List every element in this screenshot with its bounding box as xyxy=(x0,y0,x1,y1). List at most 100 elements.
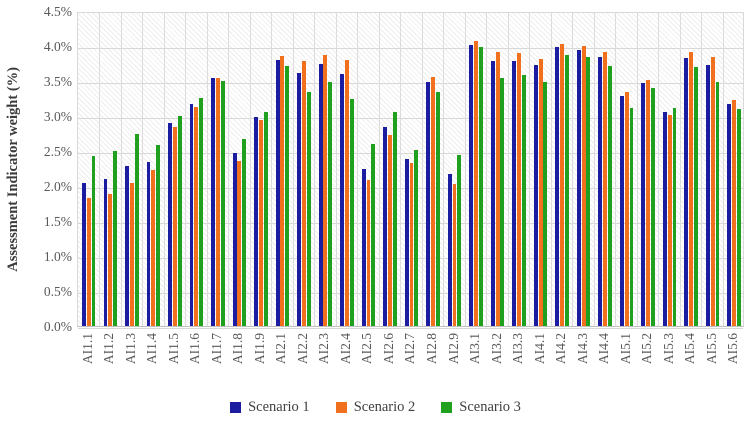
v-gridline xyxy=(400,13,402,326)
bar-scenario-2-ai2.6 xyxy=(388,134,392,326)
bar-scenario-2-ai1.5 xyxy=(172,127,177,326)
legend-label: Scenario 2 xyxy=(353,398,416,415)
x-tick-label-text: AI2.6 xyxy=(380,333,396,365)
x-tick-label: AI3.3 xyxy=(507,333,529,393)
bar-scenario-3-ai2.4 xyxy=(349,99,354,326)
bar-scenario-2-ai5.1 xyxy=(624,92,629,326)
y-tick-label: 0.5% xyxy=(43,284,72,299)
y-tick-label: 3.5% xyxy=(43,74,72,89)
bar-scenario-3-ai1.6 xyxy=(199,97,204,326)
bar-scenario-1-ai2.2 xyxy=(297,72,302,326)
legend-item-scenario-2: Scenario 2 xyxy=(335,398,416,416)
bar-scenario-3-ai5.1 xyxy=(629,108,634,326)
bar-scenario-2-ai1.2 xyxy=(108,194,113,326)
bar-scenario-1-ai4.2 xyxy=(555,47,560,326)
x-tick-label: AI1.6 xyxy=(185,333,207,393)
bar-scenario-2-ai5.5 xyxy=(710,56,715,326)
v-gridline xyxy=(185,13,187,326)
bar-scenario-2-ai1.9 xyxy=(258,119,263,326)
x-tick-label-text: AI5.1 xyxy=(617,333,633,365)
v-gridline xyxy=(99,13,101,326)
bar-scenario-3-ai2.8 xyxy=(435,91,440,326)
bar-scenario-3-ai4.4 xyxy=(607,66,612,326)
bar-scenario-2-ai1.1 xyxy=(86,197,91,326)
bar-scenario-3-ai1.8 xyxy=(242,139,247,326)
bar-scenario-2-ai2.5 xyxy=(366,180,371,326)
x-tick-label: AI5.3 xyxy=(658,333,680,393)
v-gridline xyxy=(163,13,165,326)
x-tick-label: AI1.8 xyxy=(228,333,250,393)
x-tick-label-text: AI1.8 xyxy=(230,333,246,365)
x-tick-label-text: AI5.4 xyxy=(682,333,698,365)
bar-scenario-1-ai5.5 xyxy=(705,64,710,326)
bar-scenario-1-ai1.3 xyxy=(125,165,129,326)
v-gridline xyxy=(722,13,724,326)
x-tick-label-text: AI4.4 xyxy=(596,333,612,365)
bar-scenario-3-ai1.3 xyxy=(134,134,139,326)
v-gridline xyxy=(615,13,617,326)
bar-scenario-3-ai4.1 xyxy=(543,81,548,326)
bar-scenario-2-ai5.2 xyxy=(646,80,651,326)
v-gridline xyxy=(378,13,380,326)
bar-scenario-3-ai3.3 xyxy=(521,74,526,326)
x-tick-label: AI1.9 xyxy=(249,333,271,393)
bar-scenario-3-ai4.3 xyxy=(586,57,591,326)
x-tick-label: AI4.4 xyxy=(593,333,615,393)
v-gridline xyxy=(120,13,122,326)
bar-scenario-1-ai2.3 xyxy=(318,64,323,326)
x-tick-label-text: AI1.6 xyxy=(187,333,203,365)
bar-scenario-1-ai2.8 xyxy=(426,82,431,326)
x-tick-label-text: AI5.2 xyxy=(639,333,655,365)
y-tick-label: 0.0% xyxy=(43,319,72,334)
x-tick-label-text: AI5.5 xyxy=(703,333,719,365)
bar-scenario-2-ai1.7 xyxy=(215,77,220,326)
legend-swatch xyxy=(230,401,242,413)
v-gridline xyxy=(593,13,595,326)
v-gridline xyxy=(249,13,251,326)
x-tick-label: AI4.2 xyxy=(550,333,572,393)
y-tick-label: 2.0% xyxy=(43,179,72,194)
bar-scenario-3-ai2.6 xyxy=(392,111,397,326)
v-gridline xyxy=(658,13,660,326)
x-tick-label: AI2.8 xyxy=(421,333,443,393)
x-tick-label: AI2.7 xyxy=(400,333,422,393)
bar-scenario-2-ai2.1 xyxy=(280,55,285,326)
bar-scenario-1-ai2.7 xyxy=(404,158,409,326)
h-gridline xyxy=(78,327,743,329)
bar-scenario-1-ai5.6 xyxy=(727,104,732,326)
x-tick-label-text: AI4.2 xyxy=(553,333,569,365)
legend: Scenario 1 Scenario 2 Scenario 3 xyxy=(0,395,751,419)
v-gridline xyxy=(701,13,703,326)
h-gridline xyxy=(78,152,743,154)
x-tick-label: AI1.3 xyxy=(120,333,142,393)
v-gridline xyxy=(679,13,681,326)
h-gridline xyxy=(78,82,743,84)
bar-scenario-3-ai1.2 xyxy=(113,151,117,326)
x-tick-label-text: AI1.2 xyxy=(101,333,117,365)
bar-scenario-3-ai2.1 xyxy=(285,66,290,326)
v-gridline xyxy=(486,13,488,326)
x-tick-label-text: AI1.9 xyxy=(251,333,267,365)
bar-scenario-3-ai5.4 xyxy=(694,67,698,326)
bar-scenario-1-ai4.3 xyxy=(576,49,581,326)
v-gridline xyxy=(443,13,445,326)
x-tick-label: AI5.4 xyxy=(679,333,701,393)
bar-scenario-1-ai1.2 xyxy=(103,179,108,326)
bar-scenario-2-ai2.7 xyxy=(409,162,414,326)
bar-scenario-3-ai5.2 xyxy=(651,88,655,326)
bar-scenario-2-ai3.3 xyxy=(517,53,522,326)
y-tick-label: 2.5% xyxy=(43,144,72,159)
v-gridline xyxy=(550,13,552,326)
bar-scenario-1-ai1.1 xyxy=(82,183,86,326)
x-tick-label-text: AI1.7 xyxy=(208,333,224,365)
y-tick-label: 3.0% xyxy=(43,109,72,124)
y-tick-label: 4.0% xyxy=(43,39,72,54)
plot-area xyxy=(77,12,744,329)
y-tick-label: 1.0% xyxy=(43,249,72,264)
x-tick-label-text: AI2.9 xyxy=(445,333,461,365)
x-tick-label-text: AI2.3 xyxy=(316,333,332,365)
bar-scenario-2-ai2.4 xyxy=(345,60,349,326)
bar-scenario-2-ai4.3 xyxy=(581,46,586,326)
x-tick-label: AI3.2 xyxy=(486,333,508,393)
v-gridline xyxy=(292,13,294,326)
